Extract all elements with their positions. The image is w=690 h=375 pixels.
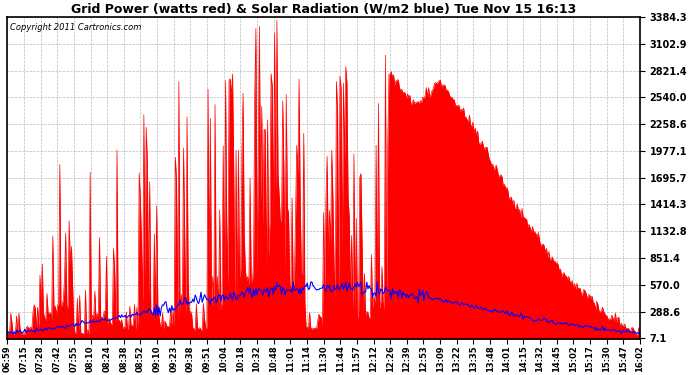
Text: Copyright 2011 Cartronics.com: Copyright 2011 Cartronics.com <box>10 23 142 32</box>
Title: Grid Power (watts red) & Solar Radiation (W/m2 blue) Tue Nov 15 16:13: Grid Power (watts red) & Solar Radiation… <box>71 3 576 16</box>
